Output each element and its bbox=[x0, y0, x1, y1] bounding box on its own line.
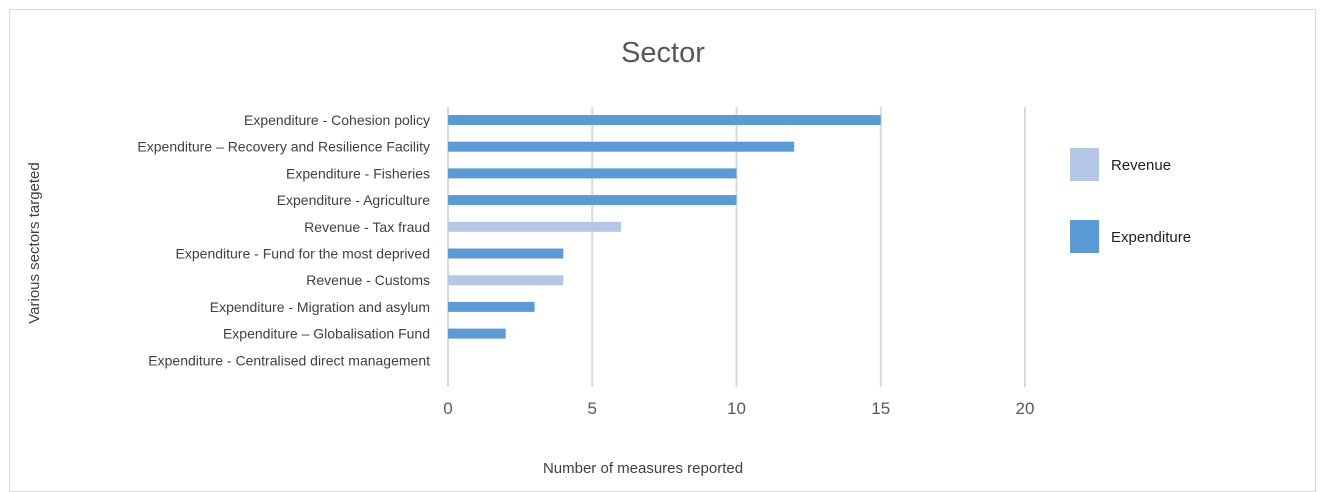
category-label: Expenditure - Cohesion policy bbox=[244, 112, 430, 128]
x-tick-label: 15 bbox=[871, 399, 890, 418]
category-label: Expenditure - Agriculture bbox=[277, 192, 431, 208]
y-axis-title: Various sectors targeted bbox=[26, 162, 43, 323]
bar bbox=[448, 221, 622, 232]
category-label: Expenditure – Recovery and Resilience Fa… bbox=[137, 139, 430, 155]
category-label: Revenue - Tax fraud bbox=[304, 219, 430, 235]
category-label: Revenue - Customs bbox=[306, 272, 430, 288]
bar bbox=[448, 168, 737, 179]
bar bbox=[448, 328, 506, 339]
x-axis-title: Number of measures reported bbox=[543, 460, 743, 477]
legend: Revenue Expenditure bbox=[1070, 148, 1191, 253]
category-label: Expenditure - Fund for the most deprived bbox=[176, 246, 430, 262]
category-label: Expenditure - Migration and asylum bbox=[210, 299, 430, 315]
bar bbox=[448, 301, 535, 312]
legend-swatch bbox=[1070, 220, 1099, 253]
bar bbox=[448, 248, 564, 259]
x-tick-label: 10 bbox=[727, 399, 746, 418]
chart-title: Sector bbox=[621, 37, 705, 69]
bar bbox=[448, 275, 564, 286]
gridlines bbox=[447, 107, 1026, 387]
bar bbox=[448, 195, 737, 206]
legend-label: Expenditure bbox=[1111, 229, 1191, 246]
x-tick-label: 5 bbox=[588, 399, 597, 418]
bars bbox=[448, 115, 881, 339]
x-tick-label: 0 bbox=[443, 399, 452, 418]
x-tick-label: 20 bbox=[1016, 399, 1035, 418]
x-tick-labels: 0 5 10 15 20 bbox=[443, 399, 1034, 418]
bar bbox=[448, 141, 795, 152]
category-label: Expenditure - Fisheries bbox=[286, 165, 430, 181]
category-label: Expenditure – Globalisation Fund bbox=[223, 326, 430, 342]
legend-label: Revenue bbox=[1111, 157, 1171, 174]
category-label: Expenditure - Centralised direct managem… bbox=[148, 352, 430, 368]
bar bbox=[448, 115, 881, 125]
category-labels: Expenditure - Cohesion policy Expenditure… bbox=[137, 112, 430, 368]
legend-swatch bbox=[1070, 148, 1099, 181]
